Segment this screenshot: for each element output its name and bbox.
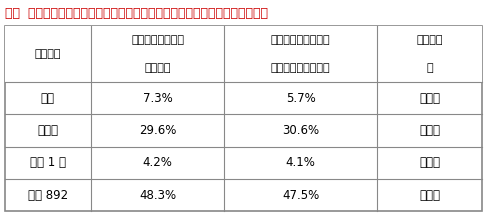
Text: 辐阿 1 号: 辐阿 1 号 [30,156,66,169]
Text: 差异显著

度: 差异显著 度 [416,35,443,73]
Text: 29.6%: 29.6% [139,124,176,137]
Text: 4.1%: 4.1% [286,156,316,169]
Text: 绿叶熟: 绿叶熟 [37,124,58,137]
Text: 不显著: 不显著 [419,124,440,137]
Text: 30.6%: 30.6% [282,124,319,137]
Text: 5.7%: 5.7% [286,92,316,104]
Text: 大田来源灰飞虱一代

若虫传毒发病率均值: 大田来源灰飞虱一代 若虫传毒发病率均值 [271,35,331,73]
Text: 48.3%: 48.3% [139,189,176,202]
Text: 不显著: 不显著 [419,156,440,169]
Text: 表一  无毒灰飞虱传毒发病率和大田来源灰飞虱繁育一代若虫传毒发病率比较表: 表一 无毒灰飞虱传毒发病率和大田来源灰飞虱繁育一代若虫传毒发病率比较表 [5,7,268,20]
Text: 7.3%: 7.3% [143,92,172,104]
Text: 实验品种: 实验品种 [35,49,61,59]
Text: 4.2%: 4.2% [143,156,172,169]
Text: 阿勃: 阿勃 [41,92,55,104]
Text: 不显著: 不显著 [419,92,440,104]
Text: 无毒灰飞虱传毒发

病率均值: 无毒灰飞虱传毒发 病率均值 [131,35,184,73]
Text: 不显著: 不显著 [419,189,440,202]
Text: 青春 892: 青春 892 [28,189,68,202]
Text: 47.5%: 47.5% [282,189,319,202]
